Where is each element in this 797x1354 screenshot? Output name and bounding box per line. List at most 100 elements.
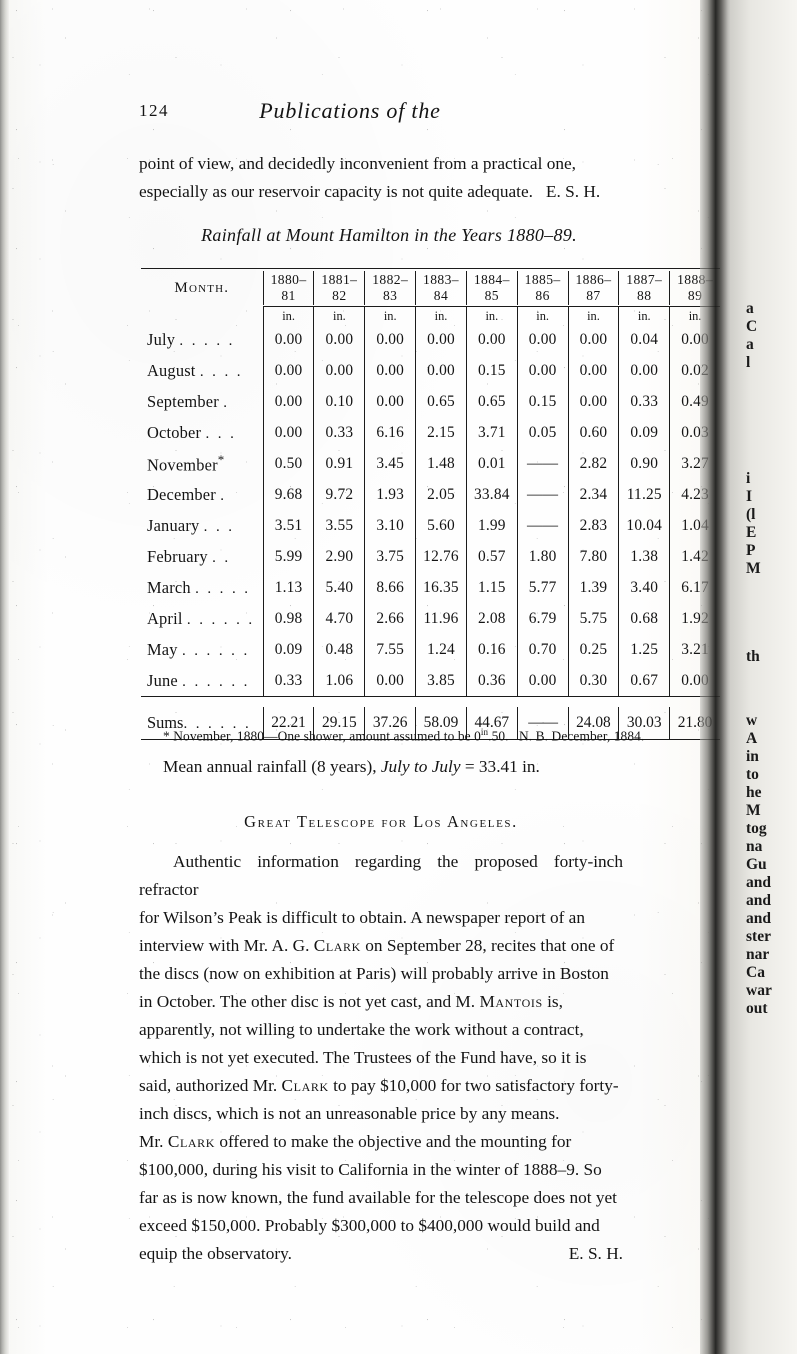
table-cell: —— [517, 479, 569, 510]
table-unit-cell: in. [263, 306, 315, 324]
facing-page-fragment: Ca [746, 964, 765, 981]
table-header-year-4: 1883–84 [415, 271, 467, 305]
table-sums-label: Sums. . . . . . [141, 707, 264, 740]
table-row-month: June . . . . . . [141, 665, 264, 697]
table-cell: 0.00 [263, 355, 315, 386]
table-sums-cell: —— [517, 707, 569, 740]
table-cell: 12.76 [415, 541, 467, 572]
gutter-shadow [700, 0, 734, 1354]
table-cell: 0.00 [568, 386, 620, 417]
table-unit-cell: in. [517, 306, 569, 324]
table-cell: —— [517, 510, 569, 541]
table-row-month: March . . . . . [141, 572, 264, 603]
table-cell: 0.00 [618, 355, 671, 386]
table-cell: 2.05 [415, 479, 467, 510]
table-cell: 0.00 [466, 324, 518, 355]
facing-page-fragment: na [746, 838, 763, 855]
table-cell: 1.24 [415, 634, 467, 665]
section-paragraph-line: apparently, not willing to undertake the… [139, 1020, 584, 1039]
table-header-month: Month. [141, 271, 264, 305]
page-content: 124 Publications of the point of view, a… [139, 98, 720, 1268]
table-cell: 0.57 [466, 541, 518, 572]
table-cell: 0.91 [313, 448, 366, 479]
table-cell: 0.00 [568, 355, 620, 386]
table-cell: 0.16 [466, 634, 518, 665]
table-cell: 3.71 [466, 417, 518, 448]
table-cell: 0.05 [517, 417, 569, 448]
facing-page-fragment: E [746, 524, 757, 541]
table-cell: 0.00 [364, 324, 417, 355]
facing-page-fragment: i [746, 470, 751, 487]
section-paragraph-line: Mr. Clark offered to make the objective … [139, 1132, 572, 1151]
table-sums-cell: 58.09 [415, 707, 467, 740]
table-header-year-7: 1886–87 [568, 271, 620, 305]
table-cell: 0.15 [517, 386, 569, 417]
table-sums-cell: 44.67 [466, 707, 518, 740]
table-cell: 0.00 [517, 355, 569, 386]
table-cell: 9.72 [313, 479, 366, 510]
table-cell: 0.65 [466, 386, 518, 417]
table-cell: 0.00 [517, 324, 569, 355]
table-cell: 7.55 [364, 634, 417, 665]
top-paragraph-line-2-text: especially as our reservoir capacity is … [139, 182, 533, 201]
table-cell: 0.33 [313, 417, 366, 448]
table-sums-row: Sums. . . . . . 22.21 29.15 37.26 58.09 44.67… [141, 707, 720, 740]
table-unit-cell: in. [364, 306, 417, 324]
table-unit-cell: in. [568, 306, 620, 324]
table-row: June . . . . . . 0.33 1.06 0.00 3.85 0.36 0.00… [141, 665, 720, 697]
table-footnote: * November, 1880—One shower, amount assu… [163, 727, 663, 744]
table-row: May . . . . . . 0.09 0.48 7.55 1.24 0.16 0.70 0… [141, 634, 720, 665]
facing-page-fragment: w [746, 712, 758, 729]
table-row: December . 9.68 9.72 1.93 2.05 33.84 —— 2.34 11.… [141, 479, 720, 510]
top-paragraph-line-1: point of view, and decidedly inconvenien… [139, 154, 576, 173]
table-row-month: August . . . . [141, 355, 264, 386]
section-paragraph-line: far as is now known, the fund available … [139, 1188, 617, 1207]
table-cell: 0.01 [466, 448, 518, 479]
table-cell: 0.67 [618, 665, 671, 697]
table-cell: 5.40 [313, 572, 366, 603]
mean-line-before: Mean annual rainfall (8 years), [163, 757, 377, 776]
table-row: November* 0.50 0.91 3.45 1.48 0.01 —— 2.82 0.90 3… [141, 448, 720, 479]
table-sums-cell: 37.26 [364, 707, 417, 740]
facing-page-fragment: a [746, 300, 754, 317]
table-cell: 3.45 [364, 448, 417, 479]
table-cell: 1.48 [415, 448, 467, 479]
table-cell: 2.82 [568, 448, 620, 479]
table-cell: 1.15 [466, 572, 518, 603]
section-paragraph-line: inch discs, which is not an unreasonable… [139, 1104, 560, 1123]
table-cell: 0.00 [415, 324, 467, 355]
table-row-month: November* [141, 448, 264, 479]
facing-page-fragment: M [746, 802, 761, 819]
table-cell: 3.75 [364, 541, 417, 572]
top-paragraph-signature: E. S. H. [545, 182, 601, 201]
facing-page-fragment: Gu [746, 856, 767, 873]
table-cell: 7.80 [568, 541, 620, 572]
page-number: 124 [139, 101, 169, 120]
table-cell: 0.00 [364, 386, 417, 417]
table-row: September . 0.00 0.10 0.00 0.65 0.65 0.15 0.00 0… [141, 386, 720, 417]
table-row-month: July . . . . . [141, 324, 264, 355]
rainfall-table: Month. 1880–81 1881–82 1882–83 1883–84 1884–8… [141, 268, 720, 742]
table-unit-cell: in. [618, 306, 671, 324]
table-cell: 3.85 [415, 665, 467, 697]
table-cell: 0.00 [517, 665, 569, 697]
table-cell: 2.34 [568, 479, 620, 510]
section-paragraph-line: the discs (now on exhibition at Paris) w… [139, 964, 609, 983]
table-cell: 2.08 [466, 603, 518, 634]
table-row: October . . . 0.00 0.33 6.16 2.15 3.71 0.05 0.6… [141, 417, 720, 448]
facing-page-fragment: I [746, 488, 753, 505]
facing-page-fragment: to [746, 766, 759, 783]
left-scan-edge [0, 0, 9, 1354]
facing-page-fragment: in [746, 748, 759, 765]
facing-page-fragment: th [746, 648, 760, 665]
table-caption: Rainfall at Mount Hamilton in the Years … [201, 225, 577, 245]
section-paragraph: Authentic information regarding the prop… [139, 848, 623, 1268]
table-cell: 2.15 [415, 417, 467, 448]
table-cell: 0.00 [263, 417, 315, 448]
table-cell: 0.00 [263, 324, 315, 355]
table-row-month: September . [141, 386, 264, 417]
table-cell: 1.80 [517, 541, 569, 572]
facing-page-fragment: nar [746, 946, 770, 963]
